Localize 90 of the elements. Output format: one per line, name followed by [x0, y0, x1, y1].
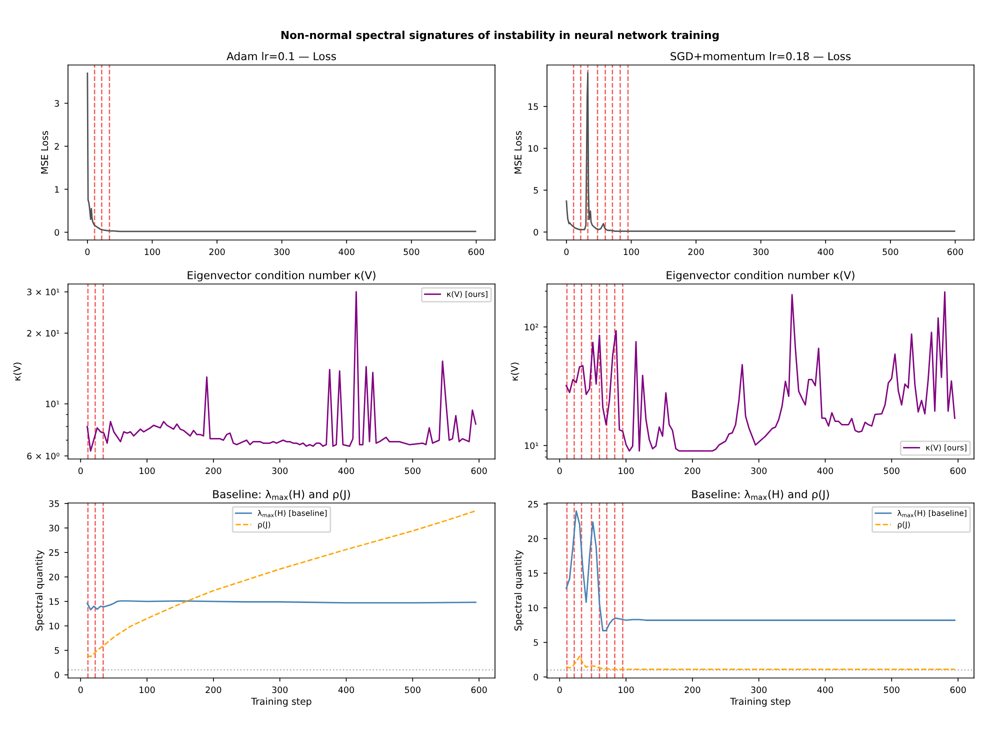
y-tick-label: 5 — [54, 647, 59, 654]
y-tick-label: 15 — [528, 570, 538, 577]
x-tick-label: 400 — [338, 467, 354, 474]
x-tick-label: 600 — [471, 467, 487, 474]
x-tick-label: 400 — [817, 686, 834, 694]
x-tick-label: 600 — [471, 686, 487, 694]
x-tick-label: 100 — [140, 467, 155, 474]
chart-title: Baseline: λ$_{max}$(H) and ρ(J) — [213, 490, 350, 500]
x-tick-label: 0 — [564, 248, 569, 256]
x-tick-label: 500 — [882, 248, 898, 256]
x-tick-label: 100 — [618, 467, 634, 474]
x-tick-label: 300 — [272, 686, 288, 694]
x-tick-label: 100 — [618, 686, 634, 694]
x-tick-label: 200 — [206, 467, 222, 474]
y-axis-title: Spectral quantity — [35, 550, 44, 631]
x-tick-label: 0 — [78, 467, 83, 474]
y-tick-label: 10 — [528, 145, 538, 152]
x-tick-label: 400 — [817, 467, 834, 474]
y-axis-title: κ(V) — [13, 362, 22, 380]
y-tick-label: 5 — [534, 639, 538, 646]
x-tick-label: 400 — [338, 686, 354, 694]
x-tick-label: 0 — [85, 248, 90, 256]
x-tick-label: 300 — [274, 248, 290, 256]
y-tick-label: 10¹ — [46, 400, 60, 408]
text: Non-normal spectral signatures of instability in neural network training — [281, 30, 719, 42]
chart-title: Baseline: λ$_{max}$(H) and ρ(J) — [692, 490, 829, 500]
line-series — [566, 72, 956, 232]
y-tick-label: 2 × 10¹ — [27, 330, 60, 337]
x-tick-label: 500 — [884, 467, 900, 474]
y-tick-label: 20 — [49, 574, 60, 580]
y-tick-label: 0 — [534, 674, 538, 680]
y-tick-label: 15 — [49, 598, 59, 605]
x-tick-label: 600 — [950, 686, 966, 694]
x-axis-title: Training step — [251, 698, 312, 707]
y-tick-label: 0 — [54, 229, 60, 236]
x-tick-label: 300 — [753, 248, 769, 256]
x-tick-label: 200 — [688, 248, 704, 256]
x-tick-label: 0 — [557, 686, 562, 694]
x-tick-label: 500 — [404, 686, 420, 694]
x-tick-label: 200 — [206, 686, 222, 694]
x-tick-label: 500 — [404, 467, 420, 474]
line-series — [86, 510, 476, 658]
chart-title: Eigenvector condition number κ(V) — [188, 270, 376, 282]
y-tick-label: 10 — [49, 622, 60, 630]
line-series — [86, 72, 476, 232]
chart-title: Adam lr=0.1 — Loss — [226, 52, 336, 60]
x-tick-label: 200 — [684, 467, 700, 474]
x-tick-label: 500 — [884, 686, 900, 694]
y-tick-label: 35 — [49, 500, 59, 507]
y-axis-title: κ(V) — [510, 362, 520, 380]
x-tick-label: 500 — [404, 248, 420, 256]
x-tick-label: 400 — [818, 248, 834, 256]
y-tick-label: 10 — [528, 604, 538, 612]
y-tick-label: 2 — [54, 143, 59, 150]
x-tick-label: 0 — [557, 467, 562, 474]
x-tick-label: 400 — [338, 248, 354, 256]
x-tick-label: 300 — [751, 467, 767, 474]
x-tick-label: 600 — [947, 248, 963, 256]
x-tick-label: 100 — [624, 248, 640, 256]
x-tick-label: 300 — [272, 467, 288, 474]
y-tick-label: 20 — [528, 535, 538, 542]
x-tick-label: 200 — [209, 248, 225, 256]
y-tick-label: 3 × 10¹ — [27, 288, 60, 296]
x-tick-label: 0 — [78, 686, 83, 694]
chart-title: Eigenvector condition number κ(V) — [666, 270, 854, 282]
y-tick-label: 15 — [528, 103, 538, 110]
y-axis-title: Spectral quantity — [514, 550, 524, 631]
y-tick-label: 10¹ — [524, 442, 538, 449]
y-tick-label: 10² — [524, 324, 538, 330]
line-series — [566, 656, 956, 670]
x-tick-label: 600 — [468, 248, 484, 256]
x-tick-label: 100 — [144, 248, 160, 256]
y-tick-label: 0 — [54, 672, 60, 678]
x-axis-title: Training step — [730, 698, 790, 707]
y-axis-title: MSE Loss — [40, 131, 48, 174]
x-tick-label: 600 — [950, 467, 966, 474]
y-axis-title: MSE Loss — [514, 131, 522, 174]
x-tick-label: 300 — [751, 686, 767, 694]
y-tick-label: 0 — [534, 228, 538, 236]
x-tick-label: 100 — [140, 686, 155, 694]
line-series — [86, 600, 476, 610]
y-tick-label: 3 — [54, 100, 59, 107]
x-tick-label: 200 — [684, 686, 700, 694]
y-tick-label: 25 — [528, 500, 538, 508]
y-tick-label: 5 — [534, 187, 538, 194]
y-tick-label: 25 — [49, 549, 59, 556]
y-tick-label: 30 — [49, 524, 60, 532]
y-tick-label: 1 — [55, 186, 59, 193]
y-tick-label: 6 × 10⁰ — [27, 452, 60, 460]
chart-title: SGD+momentum lr=0.18 — Loss — [670, 52, 851, 60]
